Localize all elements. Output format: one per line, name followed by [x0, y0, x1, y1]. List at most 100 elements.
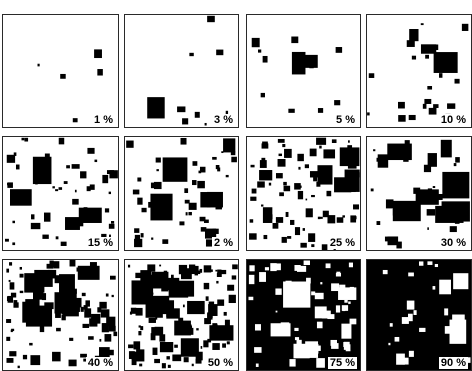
mask-blob	[349, 286, 354, 291]
mask-blob	[63, 181, 68, 184]
mask-blob	[127, 264, 131, 268]
mask-blob	[9, 262, 13, 266]
mask-blob	[248, 296, 254, 301]
mask-blob	[148, 317, 156, 323]
mask-blob	[82, 323, 90, 328]
mask-blob	[394, 336, 400, 342]
mask-blob	[13, 300, 18, 304]
mask-blob	[296, 339, 302, 345]
mask-blob	[182, 118, 189, 125]
mask-blob	[151, 237, 154, 240]
mask-blob	[258, 49, 262, 53]
mask-blob	[139, 363, 143, 367]
mask-pattern	[370, 139, 470, 249]
mask-blob	[176, 280, 195, 297]
mask-blob	[170, 274, 174, 279]
mask-blob	[354, 172, 360, 178]
mask-blob	[38, 272, 46, 282]
mask-blob	[81, 292, 86, 297]
mask-blob	[61, 293, 74, 305]
mask-blob	[54, 275, 61, 284]
mask-blob	[86, 186, 91, 192]
mask-blob	[77, 220, 84, 227]
mask-blob	[195, 359, 202, 364]
mask-blob	[275, 288, 282, 295]
mask-blob	[106, 316, 116, 327]
mask-blob	[304, 164, 310, 169]
mask-blob	[161, 286, 169, 292]
mask-blob	[449, 226, 457, 233]
mask-blob	[259, 160, 267, 168]
mask-blob	[317, 165, 333, 185]
mask-blob	[209, 269, 213, 272]
mask-blob	[336, 217, 344, 223]
mask-blob	[311, 291, 316, 296]
mask-blob	[148, 265, 154, 272]
mask-blob	[113, 331, 118, 337]
mask-blob	[336, 271, 341, 276]
mask-blob	[198, 170, 202, 174]
mask-blob	[194, 271, 198, 276]
mask-blob	[132, 189, 140, 195]
mask-blob	[174, 344, 178, 348]
mask-blob	[288, 108, 295, 113]
mask-blob	[223, 138, 236, 153]
mask-blob	[348, 301, 351, 304]
mask-blob	[159, 264, 162, 267]
mask-pattern	[248, 260, 357, 368]
mask-blob	[223, 311, 227, 316]
mask-panel: 5 %	[246, 14, 361, 128]
mask-blob	[135, 307, 143, 316]
mask-blob	[130, 307, 137, 314]
mask-blob	[133, 341, 141, 350]
mask-pattern	[147, 15, 229, 126]
mask-panel: 30 %	[366, 136, 472, 251]
mask-blob	[137, 273, 142, 277]
mask-blob	[334, 100, 341, 106]
mask-blob	[140, 270, 152, 285]
mask-blob	[9, 189, 32, 206]
mask-blob	[275, 173, 283, 179]
mask-blob	[10, 329, 13, 333]
mask-blob	[309, 171, 319, 178]
mask-blob	[382, 269, 388, 275]
mask-blob	[392, 208, 399, 216]
mask-blob	[140, 326, 144, 331]
mask-blob	[79, 270, 82, 273]
mask-blob	[185, 212, 188, 216]
mask-blob	[322, 210, 329, 218]
mask-blob	[319, 216, 323, 219]
mask-blob	[319, 145, 322, 149]
mask-blob	[215, 326, 225, 333]
mask-blob	[83, 305, 88, 310]
mask-blob	[145, 281, 151, 286]
mask-blob	[203, 340, 209, 348]
mask-blob	[138, 295, 145, 305]
mask-blob	[285, 280, 292, 289]
mask-blob	[7, 182, 13, 188]
mask-blob	[217, 299, 225, 306]
mask-blob	[216, 280, 219, 284]
mask-blob	[232, 264, 238, 270]
mask-blob	[192, 180, 197, 186]
mask-blob	[151, 327, 157, 334]
mask-blob	[47, 269, 57, 279]
mask-blob	[182, 304, 185, 308]
mask-blob	[53, 261, 60, 269]
mask-blob	[100, 309, 110, 318]
mask-blob	[449, 319, 467, 344]
mask-blob	[309, 148, 317, 157]
mask-blob	[200, 192, 211, 208]
mask-blob	[94, 159, 98, 163]
mask-blob	[9, 282, 15, 290]
mask-blob	[262, 55, 268, 63]
mask-blob	[183, 357, 189, 363]
mask-blob	[19, 290, 24, 294]
mask-blob	[314, 292, 324, 300]
percent-label: 10 %	[438, 114, 468, 126]
mask-blob	[404, 140, 410, 147]
mask-blob	[150, 182, 156, 189]
mask-blob	[285, 211, 289, 217]
mask-blob	[9, 351, 17, 357]
mask-blob	[248, 274, 255, 285]
